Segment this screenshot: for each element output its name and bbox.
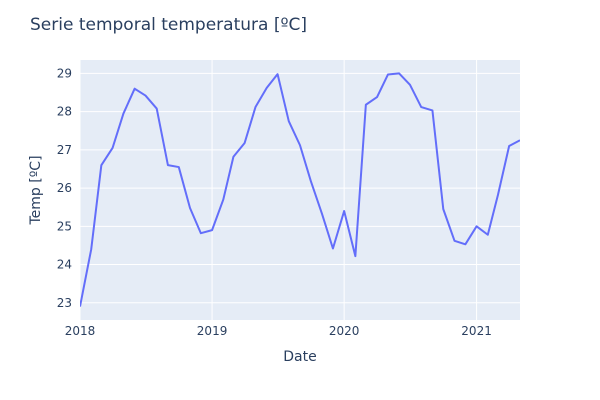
- y-tick-label: 25: [57, 219, 72, 233]
- plot-area: [80, 60, 520, 320]
- y-tick-label: 26: [57, 181, 72, 195]
- data-point: [453, 239, 457, 243]
- y-tick-label: 27: [57, 143, 72, 157]
- data-point: [188, 206, 192, 210]
- x-axis-title: Date: [283, 349, 316, 365]
- data-point: [507, 144, 511, 148]
- chart-title: Serie temporal temperatura [ºC]: [30, 15, 307, 35]
- x-axis-ticks: 2018 2019 2020 2021: [65, 324, 492, 338]
- data-point: [210, 228, 214, 232]
- data-point: [364, 103, 368, 107]
- x-tick-label: 2018: [65, 324, 96, 338]
- data-point: [397, 71, 401, 75]
- data-point: [331, 247, 335, 251]
- data-point: [298, 143, 302, 147]
- data-point: [143, 94, 147, 98]
- data-point: [518, 138, 522, 142]
- data-point: [133, 87, 137, 91]
- data-point: [342, 209, 346, 213]
- data-point: [121, 112, 125, 116]
- y-tick-label: 24: [57, 258, 72, 272]
- data-point: [89, 247, 93, 251]
- y-axis-title: Temp [ºC]: [28, 155, 44, 225]
- data-point: [475, 224, 479, 228]
- y-tick-label: 28: [57, 105, 72, 119]
- data-point: [221, 198, 225, 202]
- data-point: [496, 193, 500, 197]
- data-point: [78, 305, 82, 309]
- data-point: [430, 108, 434, 112]
- data-point: [419, 105, 423, 109]
- grid-lines: [79, 60, 520, 320]
- temperature-series-line: [80, 72, 520, 307]
- data-point: [353, 254, 357, 258]
- data-point: [99, 163, 103, 167]
- data-point: [276, 72, 280, 76]
- y-axis-ticks: 23 24 25 26 27 28 29: [57, 66, 72, 309]
- data-point: [265, 86, 269, 90]
- data-point: [253, 105, 257, 109]
- data-point: [166, 163, 170, 167]
- x-tick-label: 2019: [197, 324, 228, 338]
- data-point: [408, 83, 412, 87]
- series-layer: [78, 71, 522, 309]
- data-point: [287, 119, 291, 123]
- data-point: [375, 95, 379, 99]
- data-point: [486, 233, 490, 237]
- data-point: [320, 212, 324, 216]
- data-point: [463, 242, 467, 246]
- data-point: [309, 179, 313, 183]
- data-point: [177, 165, 181, 169]
- data-point: [111, 146, 115, 150]
- data-point: [155, 107, 159, 111]
- data-point: [243, 141, 247, 145]
- data-point: [441, 207, 445, 211]
- data-point: [231, 155, 235, 159]
- x-tick-label: 2021: [461, 324, 492, 338]
- x-tick-label: 2020: [329, 324, 360, 338]
- y-tick-label: 23: [57, 296, 72, 310]
- data-point: [386, 73, 390, 77]
- y-tick-label: 29: [57, 66, 72, 80]
- data-point: [199, 231, 203, 235]
